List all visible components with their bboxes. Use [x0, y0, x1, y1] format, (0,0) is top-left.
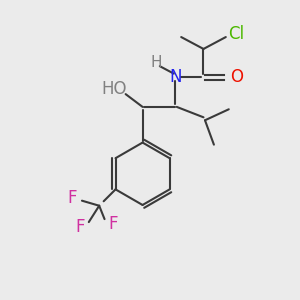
Text: F: F	[76, 218, 85, 236]
Text: H: H	[150, 55, 162, 70]
Text: Cl: Cl	[228, 25, 244, 43]
Text: F: F	[68, 189, 77, 207]
Text: HO: HO	[102, 80, 127, 98]
Text: F: F	[109, 214, 118, 232]
Text: O: O	[230, 68, 243, 86]
Text: N: N	[169, 68, 182, 86]
